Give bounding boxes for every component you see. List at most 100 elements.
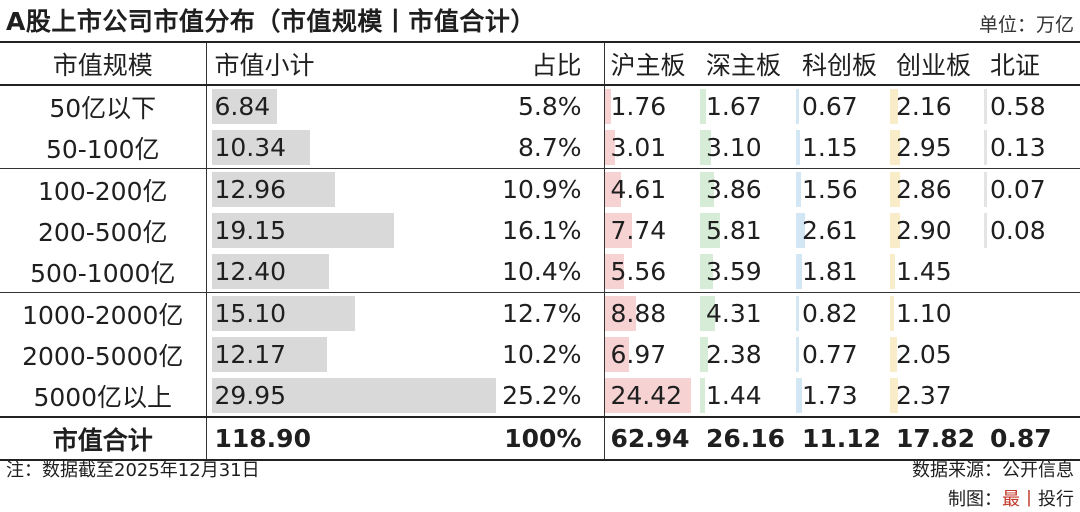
row-star: 0.82: [796, 292, 890, 334]
total-row: 市值合计 118.90 100% 62.94 26.16 11.12 17.82…: [0, 416, 1080, 461]
star-value: 1.73: [802, 381, 858, 410]
sh-main-value: 3.01: [610, 133, 667, 162]
subtotal-value: 12.40: [214, 257, 287, 286]
sz-main-value: 1.44: [706, 381, 762, 410]
sz-main-bar: [700, 296, 716, 331]
star-value: 0.82: [802, 299, 858, 328]
row-bse: [984, 292, 1080, 334]
row-bse: [984, 375, 1080, 417]
row-share: 25.2%: [502, 381, 582, 410]
bse-value: 0.07: [990, 175, 1046, 204]
header-sz-main: 深主板: [700, 41, 796, 86]
sz-main-bar: [700, 130, 711, 165]
bse-value: 0.13: [990, 133, 1046, 162]
star-bar: [796, 296, 799, 331]
sz-main-value: 1.67: [706, 92, 762, 121]
sz-main-bar: [700, 337, 709, 372]
bse-value: 0.58: [990, 92, 1046, 121]
header-bse: 北证: [984, 41, 1080, 86]
row-sz-main: 5.81: [700, 210, 796, 251]
total-star: 11.12: [796, 416, 890, 461]
star-value: 1.15: [802, 133, 858, 162]
row-subtotal: 15.10: [205, 292, 406, 334]
gem-bar: [890, 130, 901, 165]
star-bar: [796, 378, 803, 413]
star-value: 0.77: [802, 340, 858, 369]
gem-bar: [890, 89, 898, 124]
row-share: 10.2%: [502, 340, 582, 369]
sh-main-bar: [604, 172, 621, 207]
subtotal-value: 19.15: [214, 216, 287, 245]
sz-main-value: 3.10: [706, 133, 762, 162]
gem-value: 2.05: [896, 340, 952, 369]
gem-value: 2.95: [896, 133, 952, 162]
row-sh-main: 7.74: [603, 210, 700, 251]
row-sh-main: 8.88: [603, 292, 700, 334]
data-note: 注：数据截至2025年12月31日: [6, 460, 260, 481]
row-bse: 0.07: [984, 168, 1080, 210]
sh-main-value: 5.56: [610, 257, 667, 286]
subtotal-bar: [211, 378, 497, 413]
row-scale-label: 50-100亿: [45, 134, 160, 164]
row-gem: 2.16: [890, 85, 984, 127]
unit-label: 单位：万亿: [978, 14, 1074, 36]
gem-bar: [890, 337, 898, 372]
bse-bar: [984, 172, 987, 207]
subtotal-value: 12.17: [214, 340, 287, 369]
subtotal-bar: [211, 172, 335, 207]
table-row: 50-100亿 10.34 8.7% 3.01 3.10 1.15 2.95 0.13: [0, 127, 1080, 169]
total-gem: 17.82: [890, 416, 984, 461]
row-gem: 2.95: [890, 127, 984, 169]
sh-main-value: 8.88: [610, 299, 667, 328]
gem-bar: [890, 254, 896, 289]
row-share: 12.7%: [406, 292, 604, 334]
header-sh-main: 沪主板: [603, 41, 700, 86]
sh-main-bar: [604, 130, 616, 165]
chart-credit: 制图：最丨投行: [948, 489, 1074, 510]
row-sz-main: 1.67: [700, 85, 796, 127]
row-scale-label: 200-500亿: [38, 217, 168, 247]
sh-main-value: 4.61: [610, 175, 667, 204]
row-sh-main: 4.61: [603, 168, 700, 210]
row-share: 5.8%: [517, 92, 582, 121]
sz-main-bar: [700, 172, 714, 207]
row-gem: 1.10: [890, 292, 984, 334]
row-scale-label: 5000亿以上: [33, 382, 173, 412]
row-gem: 1.45: [890, 251, 984, 293]
sh-main-bar: [604, 378, 691, 413]
row-star: 1.56: [796, 168, 890, 210]
row-bse: [984, 251, 1080, 293]
sz-main-value: 3.59: [706, 257, 762, 286]
gem-bar: [890, 296, 894, 331]
row-share: 10.9%: [406, 168, 604, 210]
sz-main-bar: [700, 89, 706, 124]
gem-value: 1.45: [896, 257, 952, 286]
row-star: 0.77: [796, 334, 890, 375]
sz-main-value: 5.81: [706, 216, 762, 245]
row-subtotal: 12.96: [205, 168, 406, 210]
star-bar: [796, 130, 801, 165]
row-scale-label: 100-200亿: [0, 168, 206, 210]
star-value: 1.56: [802, 175, 858, 204]
bse-bar: [984, 89, 987, 124]
gem-value: 2.90: [896, 216, 952, 245]
gem-value: 2.37: [896, 381, 952, 410]
row-sh-main: 3.01: [603, 127, 700, 169]
sz-main-bar: [700, 378, 706, 413]
subtotal-value: 12.96: [214, 175, 287, 204]
sh-main-value: 24.42: [610, 381, 683, 410]
row-bse: 0.58: [984, 85, 1080, 127]
sz-main-bar: [700, 254, 713, 289]
gem-value: 1.10: [896, 299, 952, 328]
row-sh-main: 1.76: [603, 85, 700, 127]
star-bar: [796, 254, 803, 289]
gem-value: 2.16: [896, 92, 952, 121]
sz-main-value: 4.31: [706, 299, 762, 328]
row-star: 1.15: [796, 127, 890, 169]
credit-brand: 最: [1002, 489, 1020, 510]
row-star: 0.67: [796, 85, 890, 127]
row-share: 16.1%: [502, 216, 582, 245]
table-row: 100-200亿 12.96 10.9% 4.61 3.86 1.56 2.86 0.07: [0, 168, 1080, 210]
header-row: 市值规模 市值小计 占比 沪主板 深主板 科创板 创业板 北证: [0, 41, 1080, 86]
subtotal-value: 6.84: [214, 92, 271, 121]
